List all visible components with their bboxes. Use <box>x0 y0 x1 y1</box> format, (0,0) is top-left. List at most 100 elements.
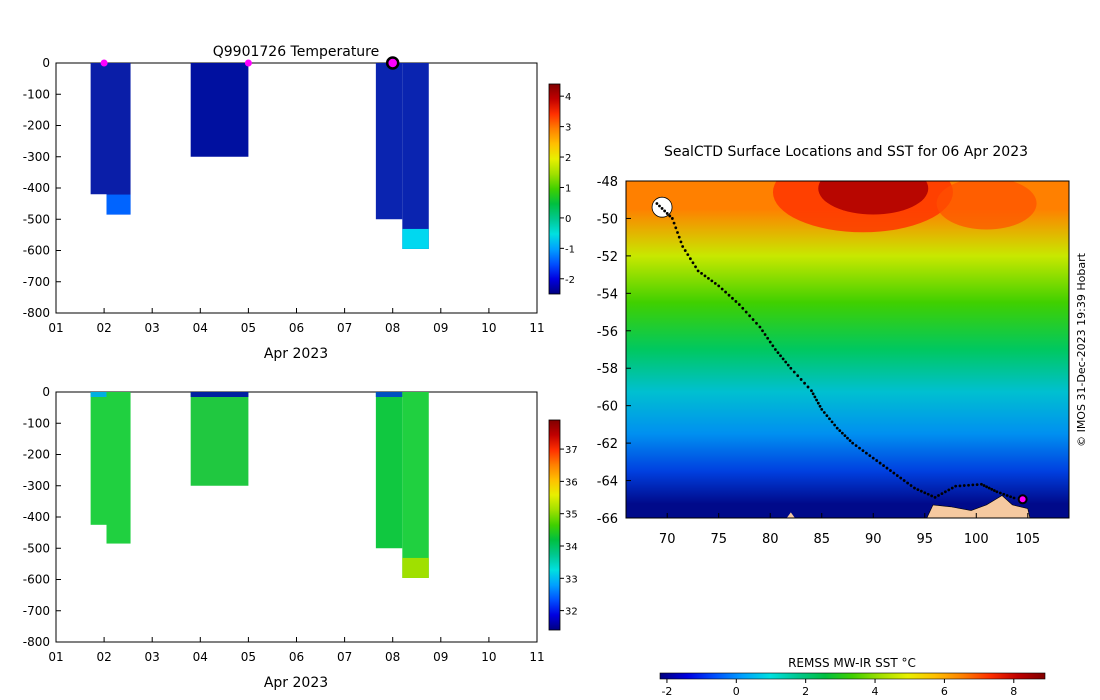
colorbar-tick-label: -1 <box>565 244 575 255</box>
profile-4-bottom-layer <box>402 228 429 249</box>
profile-0 <box>90 392 107 525</box>
track-point <box>717 284 721 288</box>
sst-map-panel: SealCTD Surface Locations and SST for 06… <box>597 144 1088 698</box>
track-point <box>779 354 782 358</box>
track-point <box>751 318 755 321</box>
profile-4 <box>402 63 429 249</box>
track-point <box>923 491 927 495</box>
lon-tick-label: 70 <box>659 532 676 547</box>
track-point <box>763 333 767 336</box>
sst-colorbar-tick-label: 4 <box>872 685 879 698</box>
track-point <box>878 461 882 465</box>
track-point <box>720 287 724 291</box>
profile-1 <box>106 392 131 544</box>
profile-3 <box>375 63 403 220</box>
track-point <box>776 351 780 355</box>
track-point <box>748 314 752 318</box>
track-point <box>734 300 738 303</box>
track-point <box>848 439 852 443</box>
track-point <box>864 451 868 455</box>
track-point <box>871 456 875 460</box>
track-point <box>744 310 748 314</box>
y-tick-label: -500 <box>23 541 50 555</box>
colorbar-tick-label: 2 <box>565 153 571 164</box>
track-point <box>773 348 777 351</box>
y-tick-label: -300 <box>23 150 50 164</box>
track-point <box>895 474 899 477</box>
track-point <box>696 269 700 273</box>
current-position-marker <box>1017 494 1028 505</box>
track-point <box>833 423 837 427</box>
track-point <box>822 411 826 414</box>
y-tick-label: -100 <box>23 87 50 101</box>
temperature-x-label: Apr 2023 <box>264 346 328 362</box>
track-point <box>930 494 934 498</box>
track-point <box>818 404 822 408</box>
track-point <box>813 395 817 399</box>
temperature-x-ticks: 01 02 03 04 05 06 07 08 09 10 11 <box>48 308 545 335</box>
track-point <box>688 257 692 261</box>
track-point <box>683 249 687 252</box>
sst-map-title: SealCTD Surface Locations and SST for 06… <box>664 144 1028 160</box>
colorbar-tick-label: 4 <box>565 92 571 103</box>
track-point <box>868 454 872 457</box>
lat-tick-label: -62 <box>597 437 618 452</box>
colorbar-tick-label: 36 <box>565 477 578 488</box>
track-point <box>1009 495 1013 499</box>
salinity-colorbar-ticks: 37 36 35 34 33 32 <box>560 445 578 618</box>
sst-colorbar-tick-label: 0 <box>733 685 740 698</box>
track-point <box>660 207 664 210</box>
x-tick-label: 09 <box>433 321 448 335</box>
sst-colorbar-tick-label: -2 <box>661 685 672 698</box>
track-point <box>781 357 785 361</box>
sst-warm-core <box>772 181 1037 233</box>
y-tick-label: -200 <box>23 119 50 133</box>
track-point <box>691 261 695 265</box>
track-point <box>799 378 803 381</box>
temperature-axes-frame <box>55 62 538 314</box>
x-tick-label: 03 <box>145 321 160 335</box>
salinity-colorbar <box>548 419 561 631</box>
colorbar-tick-label: 37 <box>565 445 578 456</box>
track-point <box>889 469 892 472</box>
track-point <box>681 245 685 248</box>
salinity-panel: 0 -100 -200 -300 -400 -500 -600 -700 -800 01 02 03… <box>23 385 578 691</box>
x-tick-label: 09 <box>433 650 448 664</box>
track-point <box>816 401 820 405</box>
track-point <box>674 226 678 230</box>
profile-2 <box>190 63 249 157</box>
track-point <box>768 340 772 344</box>
track-point <box>771 344 775 348</box>
x-tick-label: 06 <box>289 650 304 664</box>
lat-tick-label: -56 <box>597 325 618 340</box>
salinity-axes-frame <box>55 391 538 643</box>
colorbar-tick-label: 34 <box>565 542 578 553</box>
track-point <box>958 484 962 488</box>
track-point <box>954 484 958 488</box>
lat-tick-label: -54 <box>597 287 618 302</box>
track-point <box>710 279 714 283</box>
lat-tick-label: -66 <box>597 512 618 527</box>
seal-track <box>655 202 1016 500</box>
track-point <box>677 235 681 239</box>
lon-tick-label: 105 <box>1015 532 1040 547</box>
track-point <box>940 492 944 496</box>
sst-map-latitude-ticks: -48 -50 -52 -54 -56 -58 -60 -62 -64 -66 <box>597 175 631 527</box>
track-point <box>950 486 954 490</box>
profile-1-bottom-layer <box>106 194 131 215</box>
track-point <box>937 494 940 497</box>
salinity-x-ticks: 01 02 03 04 05 06 07 08 09 10 11 <box>48 637 545 664</box>
lat-tick-label: -52 <box>597 250 618 265</box>
track-point <box>741 306 745 310</box>
track-point <box>1005 494 1009 497</box>
colorbar-tick-label: 0 <box>565 214 571 225</box>
x-tick-label: 10 <box>481 650 496 664</box>
x-tick-label: 04 <box>193 650 208 664</box>
coastline <box>926 495 1031 518</box>
track-point <box>792 370 796 374</box>
current-position-dot <box>1017 494 1028 505</box>
temperature-profiles <box>90 63 429 249</box>
track-point <box>766 336 770 340</box>
profile-4 <box>402 392 429 578</box>
